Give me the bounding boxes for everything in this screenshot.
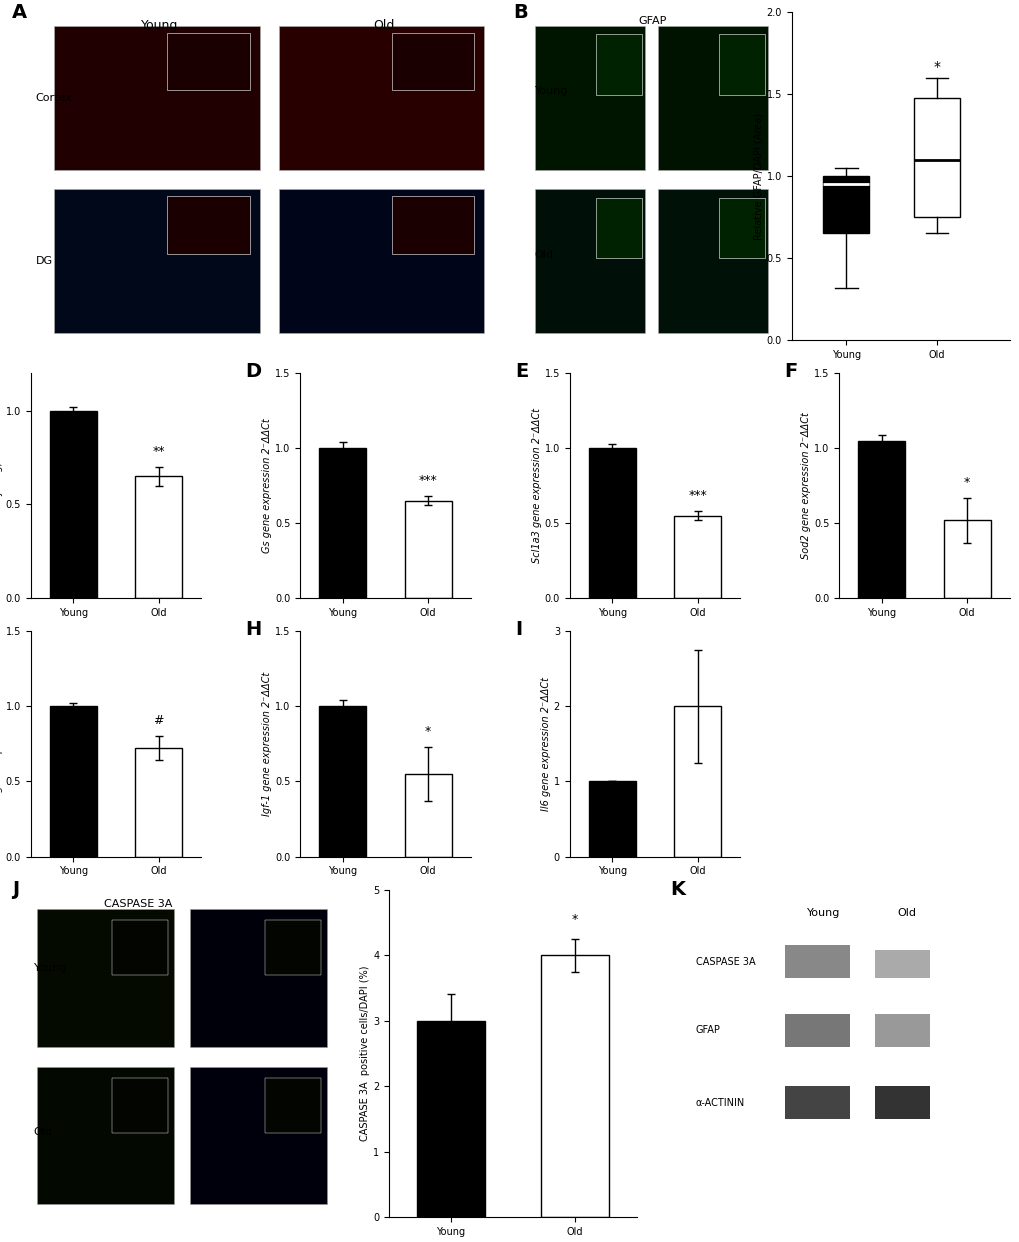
Y-axis label: Igf-1 gene expression 2⁻ΔΔCt: Igf-1 gene expression 2⁻ΔΔCt (262, 672, 272, 816)
Bar (717, 197, 764, 258)
Bar (112, 1078, 167, 1133)
Bar (167, 196, 250, 255)
Bar (595, 35, 642, 94)
Bar (874, 950, 928, 979)
Text: K: K (669, 879, 685, 899)
Text: *: * (932, 61, 940, 75)
Y-axis label: Relative GFAP/DAPI (Area): Relative GFAP/DAPI (Area) (753, 113, 763, 240)
Text: Old: Old (34, 1126, 53, 1136)
Bar (391, 32, 474, 91)
Text: Old: Old (534, 250, 553, 260)
Bar (588, 781, 635, 857)
Text: CASPASE 3A: CASPASE 3A (103, 899, 172, 909)
Text: Cortex: Cortex (36, 93, 72, 103)
Bar (717, 35, 764, 94)
Bar (167, 32, 250, 91)
PathPatch shape (913, 98, 959, 217)
Text: E: E (515, 361, 528, 381)
Bar (190, 909, 327, 1047)
Bar (674, 707, 720, 857)
Bar (50, 707, 97, 857)
Text: *: * (963, 476, 969, 488)
Bar (417, 1021, 485, 1217)
Text: **: ** (152, 445, 165, 458)
Bar (37, 1067, 174, 1203)
Bar (135, 749, 181, 857)
Bar (391, 196, 474, 255)
Text: ***: *** (688, 489, 706, 502)
Bar (135, 476, 181, 599)
Bar (54, 26, 260, 170)
Text: DG: DG (36, 256, 52, 266)
Text: Young: Young (534, 86, 568, 96)
Y-axis label: Gclc gene expression 2⁻ΔΔCt: Gclc gene expression 2⁻ΔΔCt (0, 672, 3, 816)
Text: J: J (12, 879, 19, 899)
Text: A: A (11, 2, 26, 21)
Bar (405, 501, 451, 599)
Text: D: D (246, 361, 262, 381)
Text: Young: Young (141, 19, 178, 32)
Bar (534, 189, 645, 333)
Y-axis label: CASPASE 3A  positive cells/DAPI (%): CASPASE 3A positive cells/DAPI (%) (360, 966, 370, 1141)
Bar (785, 1015, 849, 1047)
Text: Old: Old (373, 19, 394, 32)
Y-axis label: ATP luminescence (ratio
vs young): ATP luminescence (ratio vs young) (0, 427, 3, 545)
Bar (54, 189, 260, 333)
Bar (595, 197, 642, 258)
Text: B: B (513, 2, 527, 21)
Text: Young: Young (806, 908, 840, 918)
Bar (319, 707, 366, 857)
PathPatch shape (822, 176, 868, 233)
Y-axis label: Gs gene expression 2⁻ΔΔCt: Gs gene expression 2⁻ΔΔCt (262, 419, 272, 553)
Bar (874, 1015, 928, 1047)
Y-axis label: Scl1a3 gene expression 2⁻ΔΔCt: Scl1a3 gene expression 2⁻ΔΔCt (531, 409, 541, 563)
Bar (534, 26, 645, 170)
Bar (785, 1087, 849, 1119)
Bar (674, 515, 720, 599)
Bar (858, 441, 905, 599)
Bar (405, 774, 451, 857)
Text: ***: *** (418, 474, 437, 487)
Text: F: F (784, 361, 797, 381)
Text: α-ACTININ: α-ACTININ (695, 1098, 744, 1108)
Text: Old: Old (897, 908, 916, 918)
Bar (540, 955, 608, 1217)
Bar (785, 945, 849, 979)
Bar (37, 909, 174, 1047)
Text: GFAP: GFAP (695, 1026, 719, 1036)
Bar (50, 411, 97, 599)
Bar (319, 448, 366, 599)
Bar (588, 448, 635, 599)
Text: *: * (572, 913, 578, 925)
Bar (190, 1067, 327, 1203)
Bar (657, 26, 767, 170)
Text: GFAP: GFAP (638, 16, 666, 26)
Bar (279, 26, 484, 170)
Text: #: # (153, 714, 164, 728)
Y-axis label: Il6 gene expression 2⁻ΔΔCt: Il6 gene expression 2⁻ΔΔCt (540, 677, 550, 811)
Bar (265, 920, 320, 975)
Text: H: H (246, 620, 262, 640)
Text: Young: Young (34, 964, 67, 974)
Bar (943, 520, 989, 599)
Text: *: * (425, 725, 431, 738)
Bar (112, 920, 167, 975)
Bar (874, 1087, 928, 1119)
Bar (265, 1078, 320, 1133)
Bar (657, 189, 767, 333)
Text: I: I (515, 620, 522, 640)
Text: CASPASE 3A: CASPASE 3A (695, 956, 754, 966)
Y-axis label: Sod2 gene expression 2⁻ΔΔCt: Sod2 gene expression 2⁻ΔΔCt (801, 412, 810, 559)
Bar (279, 189, 484, 333)
